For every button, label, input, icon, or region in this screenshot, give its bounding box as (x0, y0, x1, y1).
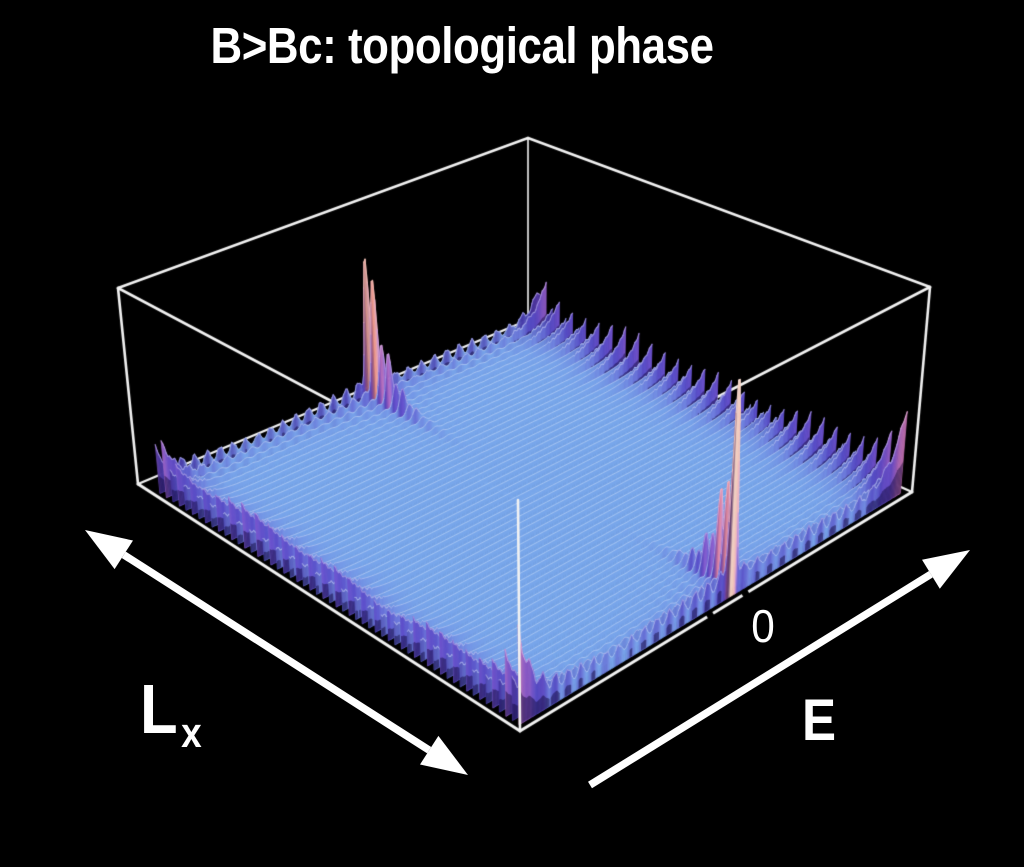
e-zero-tick-label: 0 (751, 600, 775, 652)
page-title: B>Bc: topological phase (210, 17, 714, 74)
e-axis-label: E (802, 688, 837, 753)
lx-axis-label-subscript: x (181, 709, 202, 756)
lx-axis-label-main: L (140, 670, 178, 748)
lx-axis-label: Lx (140, 674, 202, 754)
